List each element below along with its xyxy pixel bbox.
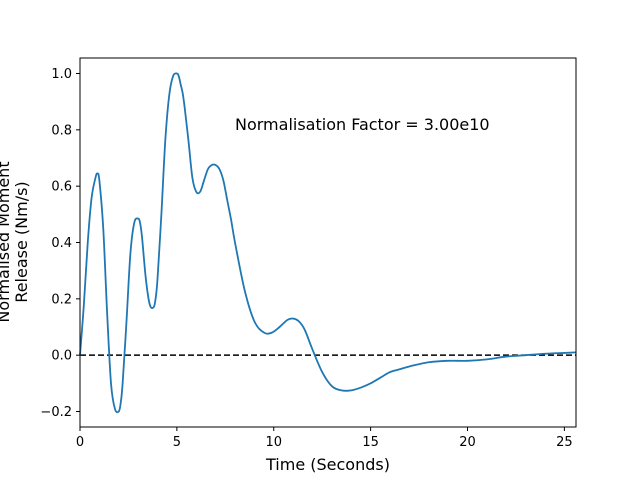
y-tick-label: 0.0	[51, 349, 72, 364]
y-axis: −0.2 0.0 0.2 0.4 0.6 0.8 1.0	[40, 67, 80, 420]
y-axis-label-line-2: Release (Nm/s)	[12, 181, 31, 302]
x-axis: 0 5 10 15 20 25	[76, 427, 573, 450]
x-tick-label: 10	[265, 435, 282, 450]
series-line	[79, 72, 577, 414]
y-tick-label: −0.2	[40, 405, 72, 420]
y-tick-label: 0.6	[51, 180, 72, 195]
y-tick-label: 0.4	[51, 236, 72, 251]
y-tick-label: 0.2	[51, 292, 72, 307]
x-tick-label: 20	[459, 435, 476, 450]
x-tick-label: 0	[76, 435, 84, 450]
y-tick-label: 0.8	[51, 123, 72, 138]
x-tick-label: 25	[556, 435, 573, 450]
normalisation-factor-annotation: Normalisation Factor = 3.00e10	[235, 115, 490, 134]
y-axis-label-line-1: Normalised Moment	[0, 161, 13, 322]
y-tick-label: 1.0	[51, 67, 72, 82]
x-tick-label: 5	[173, 435, 181, 450]
x-axis-label: Time (Seconds)	[265, 455, 390, 474]
x-tick-label: 15	[362, 435, 379, 450]
